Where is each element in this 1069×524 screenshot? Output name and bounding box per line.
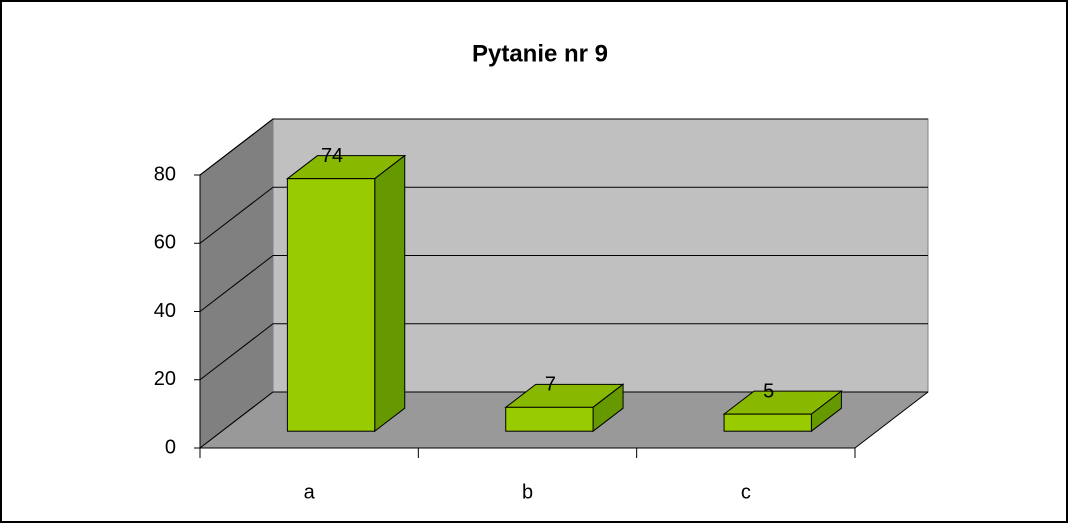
x-tick-label: b [522, 481, 533, 503]
chart-title: Pytanie nr 9 [472, 40, 608, 67]
bar-side [374, 154, 406, 433]
grid-line [199, 391, 928, 449]
y-tick-label: 80 [154, 163, 176, 185]
bar [286, 178, 376, 432]
x-tick-label: c [741, 481, 751, 503]
x-tick-label: a [304, 481, 316, 503]
floor-edge [854, 391, 929, 449]
value-label: 5 [763, 380, 774, 402]
y-tick-label: 60 [154, 232, 176, 254]
value-label: 74 [321, 145, 343, 167]
grid-line [199, 118, 928, 176]
grid-line [199, 255, 928, 312]
bar [723, 413, 812, 432]
grid-line [199, 186, 928, 244]
y-tick-label: 20 [154, 368, 176, 390]
y-tick-label: 40 [154, 300, 176, 322]
value-label: 7 [545, 374, 556, 396]
bar [505, 406, 594, 432]
y-tick-label: 0 [165, 436, 176, 458]
grid-line [199, 323, 928, 381]
